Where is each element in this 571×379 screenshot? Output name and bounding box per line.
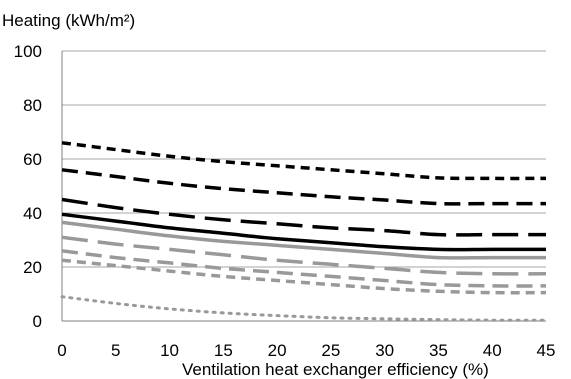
y-tick-label: 0 — [33, 312, 42, 331]
series-line-5 — [61, 220, 546, 260]
series-line-4 — [61, 212, 546, 252]
gridlines — [61, 50, 546, 322]
y-tick-label: 40 — [23, 204, 42, 223]
series-line-9 — [60, 295, 548, 322]
series-line-8 — [61, 258, 547, 295]
x-tick-label: 0 — [57, 341, 66, 360]
x-tick-label: 25 — [321, 341, 340, 360]
x-axis-title: Ventilation heat exchanger efficiency (%… — [182, 360, 489, 379]
series-line-3 — [61, 197, 546, 237]
series-line-6 — [61, 235, 547, 276]
y-tick-label: 100 — [14, 42, 42, 61]
x-tick-label: 35 — [429, 341, 448, 360]
x-tick-label: 15 — [214, 341, 233, 360]
series-lines — [60, 141, 548, 322]
y-tick-label: 80 — [23, 96, 42, 115]
series-line-7 — [61, 249, 547, 288]
x-tick-label: 40 — [483, 341, 502, 360]
x-tick-label: 10 — [160, 341, 179, 360]
y-axis-title: Heating (kWh/m²) — [2, 11, 135, 30]
y-tick-label: 20 — [23, 258, 42, 277]
x-tick-label: 30 — [375, 341, 394, 360]
y-tick-labels: 0 20 40 60 80 100 — [14, 42, 42, 331]
series-line-2 — [61, 168, 546, 206]
y-tick-label: 60 — [23, 150, 42, 169]
series-line-1 — [61, 141, 547, 181]
x-tick-label: 5 — [111, 341, 120, 360]
x-tick-labels: 0 5 10 15 20 25 30 35 40 45 — [57, 341, 555, 360]
x-tick-label: 45 — [537, 341, 556, 360]
x-tick-label: 20 — [268, 341, 287, 360]
